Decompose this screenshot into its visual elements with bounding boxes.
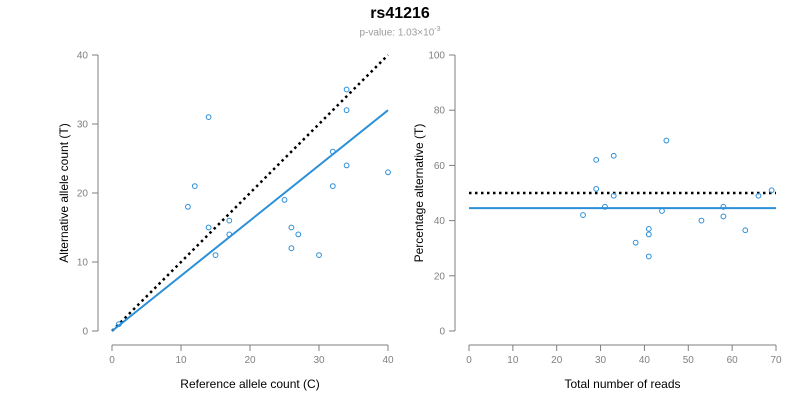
data-point [205, 114, 212, 120]
data-point [580, 212, 586, 218]
x-axis-title: Reference allele count (C) [180, 377, 319, 391]
data-point [593, 185, 600, 192]
data-point [602, 203, 608, 210]
data-point [663, 137, 670, 144]
data-point [226, 231, 233, 238]
data-point [742, 227, 749, 234]
data-point [316, 252, 322, 259]
x-tick-label: 30 [313, 355, 325, 366]
y-axis-title: Percentage alternative (T) [412, 124, 426, 263]
p-value-text: p-value: 1.03×10 [359, 27, 435, 39]
data-point [343, 107, 350, 114]
allele-count-scatter-panel: 0 10 20 30 40 Reference allele count (C) 0 10 20… [57, 51, 394, 392]
data-point [116, 321, 122, 328]
data-point [343, 162, 350, 169]
y-tick-label: 30 [77, 120, 89, 131]
p-value-exponent: -3 [434, 26, 441, 33]
data-point [191, 183, 198, 190]
p-value-subtitle: p-value: 1.03×10-3 [0, 24, 800, 39]
data-point [281, 197, 288, 203]
data-point [288, 224, 295, 231]
x-axis: 0 10 20 30 40 50 60 70 Total number of reads [466, 344, 782, 391]
x-tick-label: 70 [770, 355, 782, 366]
data-point [698, 217, 705, 224]
x-tick-label: 20 [551, 355, 563, 366]
data-point [295, 231, 302, 238]
y-tick-label: 10 [77, 258, 89, 269]
y-tick-label: 0 [439, 327, 445, 338]
data-point [720, 213, 727, 220]
x-axis: 0 10 20 30 40 Reference allele count (C) [109, 344, 394, 391]
data-point [385, 169, 391, 176]
data-point [288, 245, 295, 252]
y-tick-label: 40 [77, 51, 89, 62]
y-tick-label: 40 [434, 216, 446, 227]
y-tick-label: 20 [434, 271, 446, 282]
x-tick-label: 10 [507, 355, 519, 366]
data-point [593, 156, 600, 163]
data-point [329, 183, 336, 190]
chart-header: rs41216 p-value: 1.03×10-3 [0, 4, 800, 39]
x-tick-label: 10 [175, 355, 187, 366]
data-point [645, 231, 652, 238]
data-point [212, 252, 219, 259]
data-points [116, 86, 391, 328]
data-point [645, 225, 652, 232]
x-tick-label: 60 [727, 355, 739, 366]
x-axis-title: Total number of reads [564, 377, 680, 391]
y-axis: 0 10 20 30 40 Alternative allele count (T) [57, 51, 99, 338]
data-point [226, 217, 233, 224]
x-tick-label: 50 [683, 355, 695, 366]
data-point [768, 187, 775, 194]
data-point [720, 203, 727, 210]
y-tick-label: 100 [428, 51, 445, 62]
x-tick-label: 0 [109, 355, 115, 366]
data-point [610, 192, 617, 199]
data-point [755, 192, 762, 199]
data-point [185, 203, 191, 210]
x-tick-label: 0 [466, 355, 472, 366]
data-point [659, 208, 665, 214]
y-tick-label: 60 [434, 161, 446, 172]
x-tick-label: 40 [382, 355, 394, 366]
percentage-alternative-scatter-panel: 0 10 20 30 40 50 60 70 Total number of reads 0 20 4… [412, 51, 782, 392]
data-points [580, 137, 775, 260]
y-tick-label: 20 [77, 189, 89, 200]
y-axis: 0 20 40 60 80 100 Percentage alternative (T) [412, 51, 456, 338]
x-tick-label: 30 [595, 355, 607, 366]
data-point [343, 86, 350, 93]
y-axis-title: Alternative allele count (T) [57, 123, 71, 262]
data-point [610, 152, 617, 159]
reference-dotted-line [111, 54, 389, 332]
chart-title: rs41216 [370, 5, 430, 22]
data-point [329, 148, 336, 155]
x-tick-label: 20 [244, 355, 256, 366]
data-point [645, 253, 652, 260]
y-tick-label: 80 [434, 106, 446, 117]
data-point [205, 224, 212, 231]
data-point [632, 239, 639, 246]
fit-line [111, 109, 389, 332]
x-tick-label: 40 [639, 355, 651, 366]
y-tick-label: 0 [82, 327, 88, 338]
